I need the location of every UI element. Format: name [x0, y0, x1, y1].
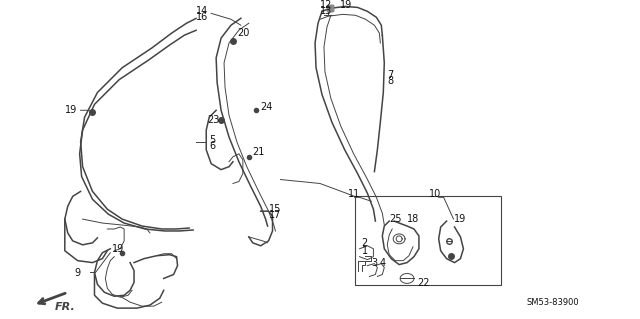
Text: 25: 25: [389, 214, 402, 224]
Text: 6: 6: [209, 141, 215, 151]
Text: 14: 14: [196, 6, 209, 16]
Text: 4: 4: [380, 258, 385, 268]
Text: 7: 7: [387, 70, 394, 80]
Text: 3: 3: [371, 258, 378, 268]
Text: 12: 12: [320, 0, 332, 11]
Text: 11: 11: [348, 189, 360, 199]
Text: 17: 17: [269, 210, 281, 220]
Text: 15: 15: [269, 204, 281, 214]
Text: 16: 16: [196, 12, 209, 22]
Text: 5: 5: [209, 135, 216, 145]
Text: 22: 22: [417, 278, 429, 288]
Text: 19: 19: [65, 105, 77, 115]
Text: FR.: FR.: [55, 302, 76, 312]
Text: SM53-83900: SM53-83900: [526, 298, 579, 307]
Text: 2: 2: [362, 238, 368, 248]
Text: 13: 13: [320, 6, 332, 16]
Bar: [355, 197, 501, 286]
Text: 19: 19: [112, 244, 125, 254]
Text: 10: 10: [429, 189, 441, 199]
Text: 20: 20: [237, 28, 250, 38]
Text: 18: 18: [407, 214, 419, 224]
Text: 9: 9: [75, 268, 81, 278]
Text: 21: 21: [253, 147, 265, 157]
Text: 19: 19: [454, 214, 466, 224]
Text: 24: 24: [260, 102, 273, 112]
Text: 23: 23: [207, 115, 220, 125]
Text: 8: 8: [387, 76, 394, 85]
Text: 1: 1: [362, 246, 367, 256]
Text: 19: 19: [340, 0, 352, 11]
